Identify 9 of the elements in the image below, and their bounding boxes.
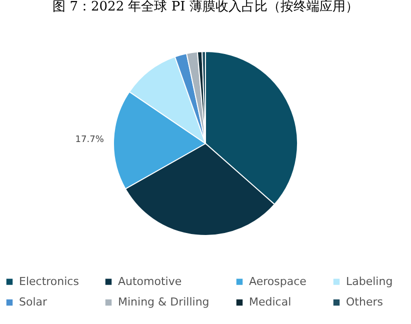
legend-label: Others — [346, 296, 384, 308]
legend-label: Electronics — [19, 274, 80, 288]
legend-label: Labeling — [346, 274, 393, 288]
legend-label: Mining & Drilling — [118, 296, 210, 308]
legend-label: Aerospace — [249, 274, 307, 288]
legend-label: Automotive — [118, 274, 182, 288]
legend-label: Solar — [19, 296, 48, 308]
data-label: 17.7% — [75, 134, 104, 145]
legend-label: Medical — [249, 296, 292, 308]
